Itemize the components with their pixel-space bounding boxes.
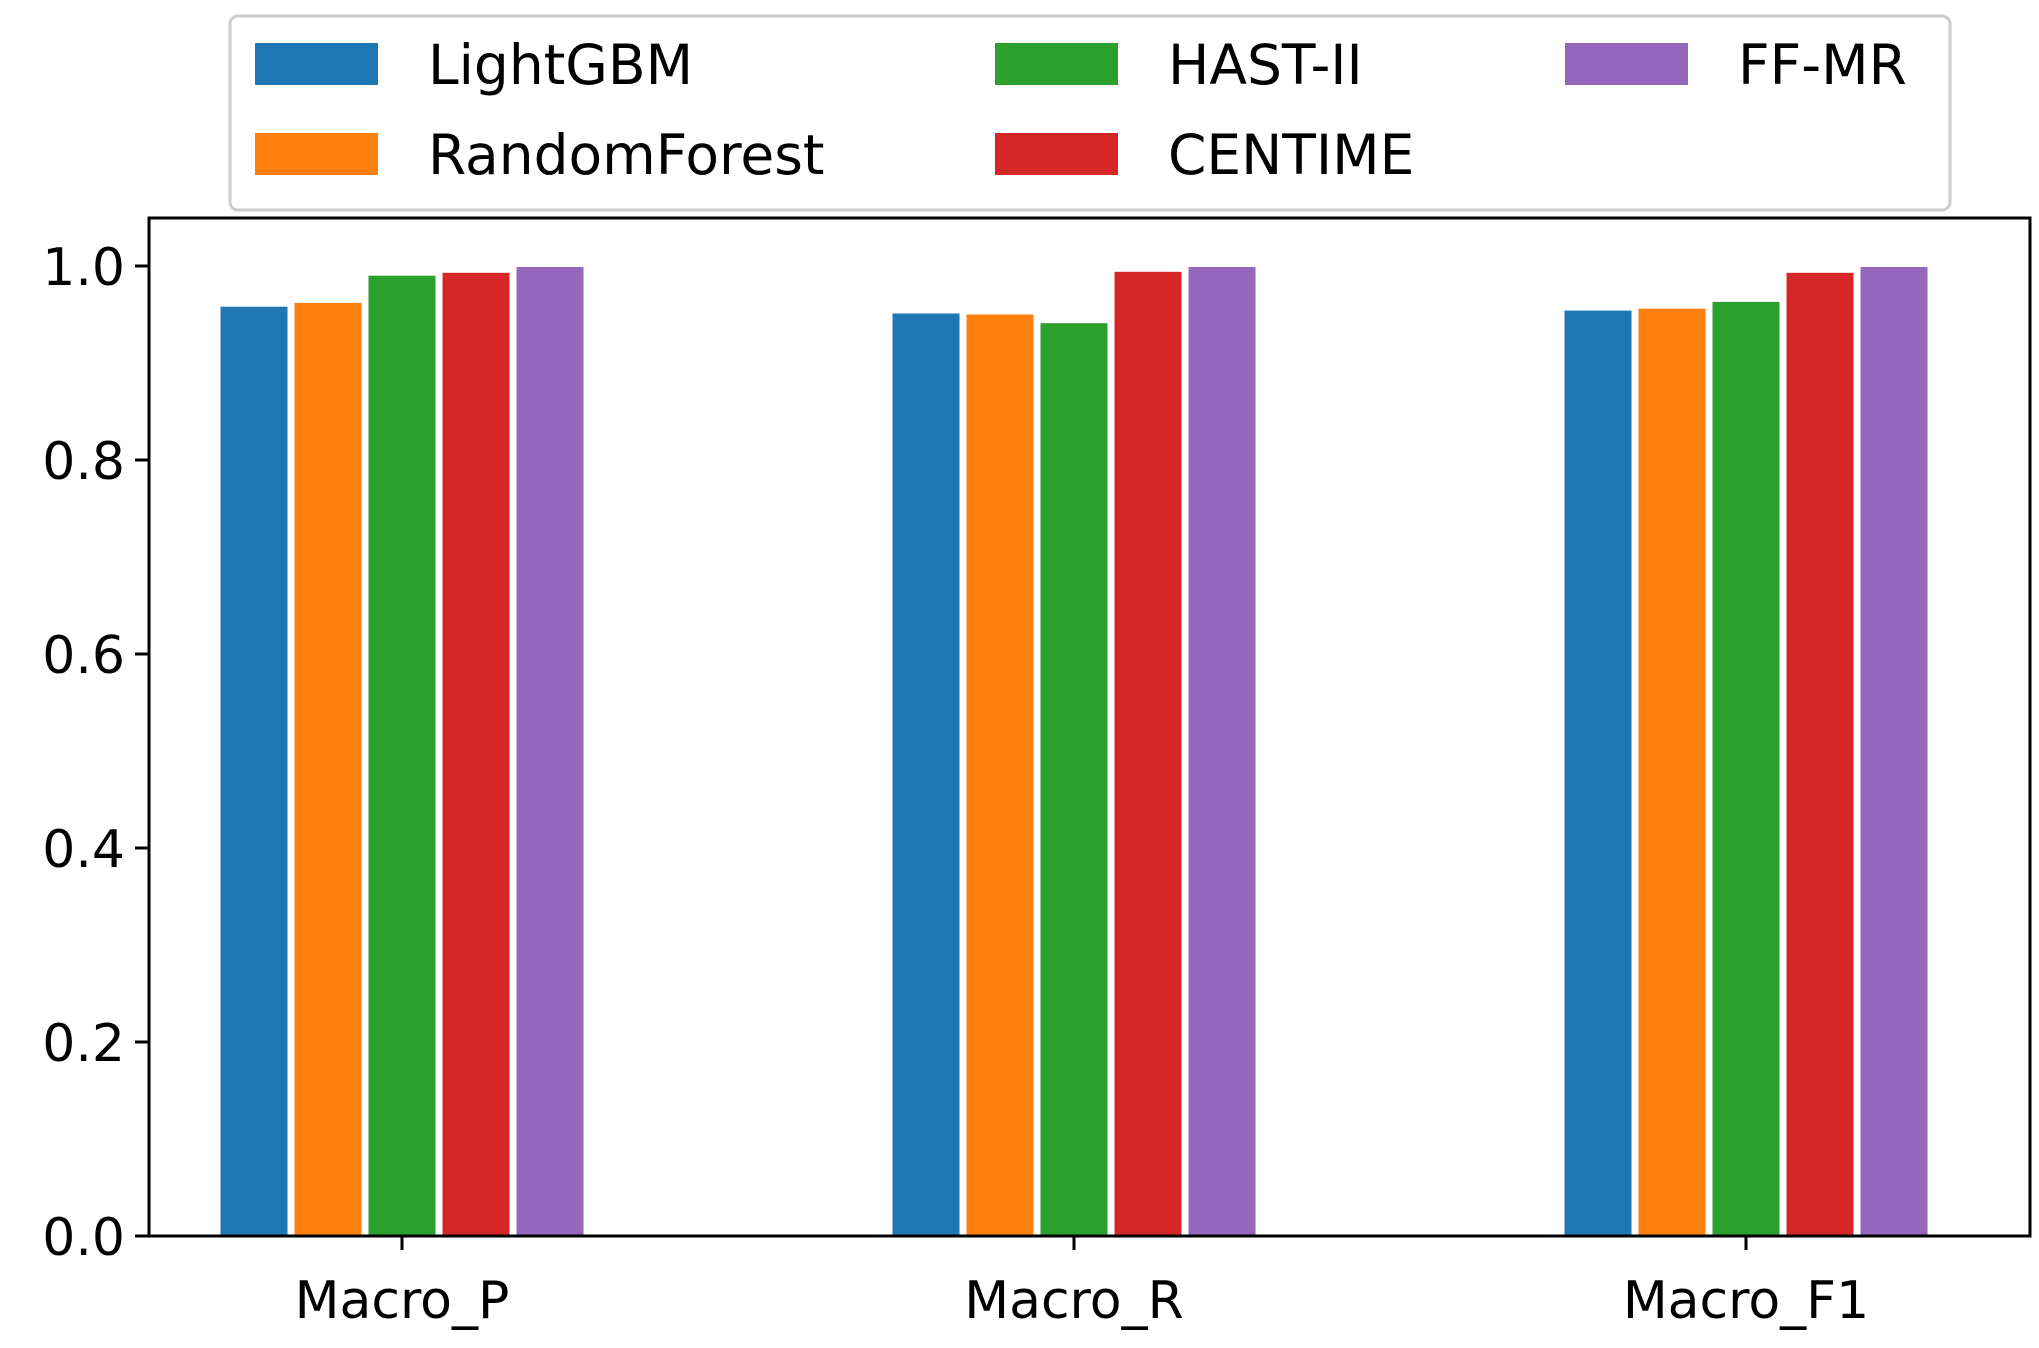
legend-swatch-hast-ii xyxy=(995,43,1118,85)
bar-lightgbm-macro-f1 xyxy=(1564,310,1632,1237)
bar-hast-ii-macro-r xyxy=(1040,323,1108,1236)
plot-frame xyxy=(147,216,2032,1238)
legend-label: RandomForest xyxy=(428,123,825,187)
legend-label: CENTIME xyxy=(1168,123,1414,187)
bar-centime-macro-p xyxy=(442,272,510,1236)
legend-frame xyxy=(228,14,1952,212)
y-tick-label: 0.2 xyxy=(42,1014,125,1074)
y-tick-label: 0.0 xyxy=(42,1208,125,1268)
bar-randomforest-macro-r xyxy=(966,314,1034,1236)
legend-swatch-lightgbm xyxy=(255,43,378,85)
legend-label: LightGBM xyxy=(428,33,693,97)
bar-ff-mr-macro-p xyxy=(516,267,584,1236)
legend-swatch-centime xyxy=(995,133,1118,175)
bar-randomforest-macro-p xyxy=(294,302,362,1236)
legend-label: HAST-II xyxy=(1168,33,1363,97)
x-tick-label: Macro_P xyxy=(295,1271,510,1331)
bar-randomforest-macro-f1 xyxy=(1638,308,1706,1236)
bar-centime-macro-r xyxy=(1114,271,1182,1236)
bar-lightgbm-macro-r xyxy=(892,313,960,1236)
bar-hast-ii-macro-f1 xyxy=(1712,301,1780,1236)
legend-label: FF-MR xyxy=(1738,33,1907,97)
y-tick-label: 1.0 xyxy=(42,238,125,298)
legend-swatch-ff-mr xyxy=(1565,43,1688,85)
x-tick-label: Macro_F1 xyxy=(1623,1271,1869,1331)
legend-swatch-randomforest xyxy=(255,133,378,175)
y-tick-label: 0.6 xyxy=(42,626,125,686)
bar-ff-mr-macro-f1 xyxy=(1860,267,1928,1236)
bars-layer xyxy=(220,267,1928,1237)
y-tick-label: 0.8 xyxy=(42,432,125,492)
bar-centime-macro-f1 xyxy=(1786,272,1854,1236)
x-tick-label: Macro_R xyxy=(964,1271,1184,1331)
legend: LightGBM RandomForest HAST-II CENTIME FF-MR xyxy=(228,14,1952,212)
y-tick-label: 0.4 xyxy=(42,820,125,880)
bar-lightgbm-macro-p xyxy=(220,306,288,1236)
y-axis: 0.0 0.2 0.4 0.6 0.8 1.0 xyxy=(42,238,149,1268)
x-axis: Macro_P Macro_R Macro_F1 xyxy=(295,1236,1869,1331)
bar-hast-ii-macro-p xyxy=(368,275,436,1236)
bar-ff-mr-macro-r xyxy=(1188,267,1256,1236)
